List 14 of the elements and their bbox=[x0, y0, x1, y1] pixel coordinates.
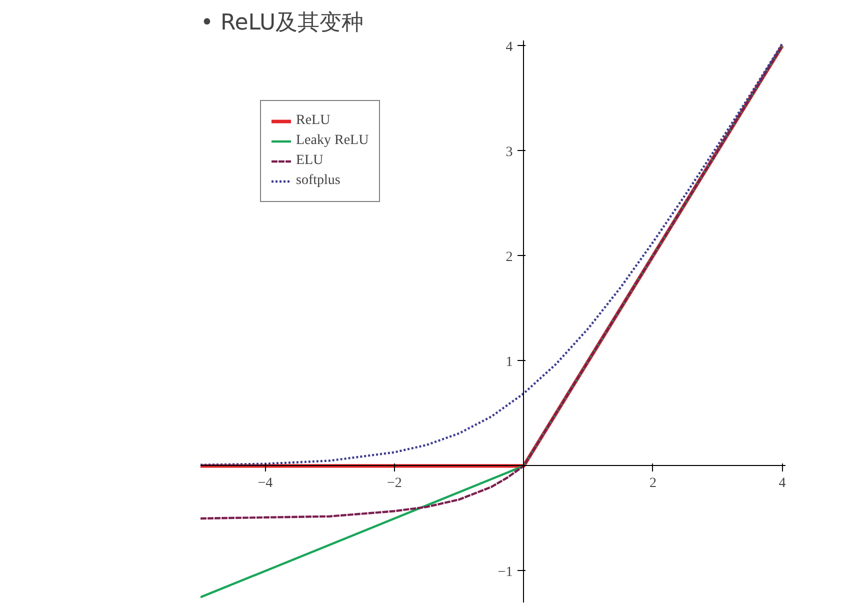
y-tick-label: 2 bbox=[506, 250, 513, 265]
legend-label: ELU bbox=[296, 153, 324, 169]
chart-title: • ReLU及其变种 bbox=[200, 10, 364, 36]
x-tick-label: −2 bbox=[386, 476, 402, 491]
x-tick-label: −4 bbox=[258, 476, 273, 491]
legend-label: Leaky ReLU bbox=[296, 133, 369, 149]
y-tick-label: −1 bbox=[498, 564, 513, 580]
y-tick-label: 3 bbox=[506, 144, 513, 160]
legend-label: ReLU bbox=[296, 113, 330, 129]
x-tick-label: 2 bbox=[649, 476, 656, 491]
legend-label: softplus bbox=[296, 173, 340, 189]
y-tick-label: 1 bbox=[506, 354, 513, 370]
x-tick-label: 4 bbox=[778, 476, 786, 491]
y-tick-label: 4 bbox=[506, 40, 513, 55]
